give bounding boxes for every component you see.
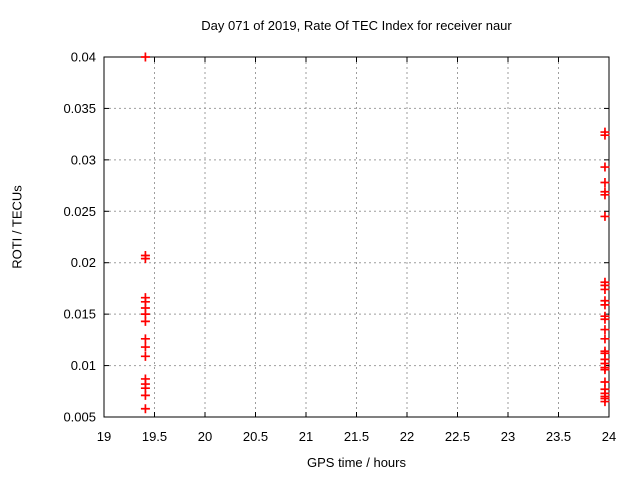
x-tick-label: 24 [602, 429, 616, 444]
x-tick-label: 22.5 [445, 429, 470, 444]
y-tick-label: 0.035 [63, 101, 96, 116]
plot-border [103, 56, 610, 418]
data-point [600, 365, 610, 375]
y-tick-label: 0.01 [71, 358, 96, 373]
x-tick-label: 19.5 [142, 429, 167, 444]
y-tick-label: 0.005 [63, 410, 96, 425]
data-point [140, 52, 150, 62]
data-point [140, 390, 150, 400]
data-point [140, 351, 150, 361]
x-tick-label: 20 [198, 429, 212, 444]
data-point [600, 314, 610, 324]
x-tick-label: 21.5 [344, 429, 369, 444]
x-tick-label: 23 [501, 429, 515, 444]
x-tick-label: 23.5 [546, 429, 571, 444]
y-tick-label: 0.025 [63, 204, 96, 219]
data-point [600, 177, 610, 187]
data-point [600, 325, 610, 335]
data-point [600, 211, 610, 221]
data-point [600, 334, 610, 344]
data-point [600, 397, 610, 407]
y-tick-label: 0.03 [71, 152, 96, 167]
x-tick-label: 19 [97, 429, 111, 444]
data-point [140, 342, 150, 352]
y-axis-label: ROTI / TECUs [9, 185, 25, 269]
data-point [600, 162, 610, 172]
data-point [140, 254, 150, 264]
y-tick-label: 0.015 [63, 307, 96, 322]
data-point [140, 334, 150, 344]
data-point [600, 190, 610, 200]
data-point [140, 316, 150, 326]
data-point [140, 404, 150, 414]
x-tick-label: 21 [299, 429, 313, 444]
chart-title: Day 071 of 2019, Rate Of TEC Index for r… [201, 18, 512, 33]
data-point [600, 130, 610, 140]
x-axis-label: GPS time / hours [307, 455, 406, 470]
y-tick-label: 0.04 [71, 50, 96, 65]
data-point [600, 300, 610, 310]
x-tick-label: 22 [400, 429, 414, 444]
x-tick-label: 20.5 [243, 429, 268, 444]
data-point [600, 284, 610, 294]
y-tick-label: 0.02 [71, 255, 96, 270]
